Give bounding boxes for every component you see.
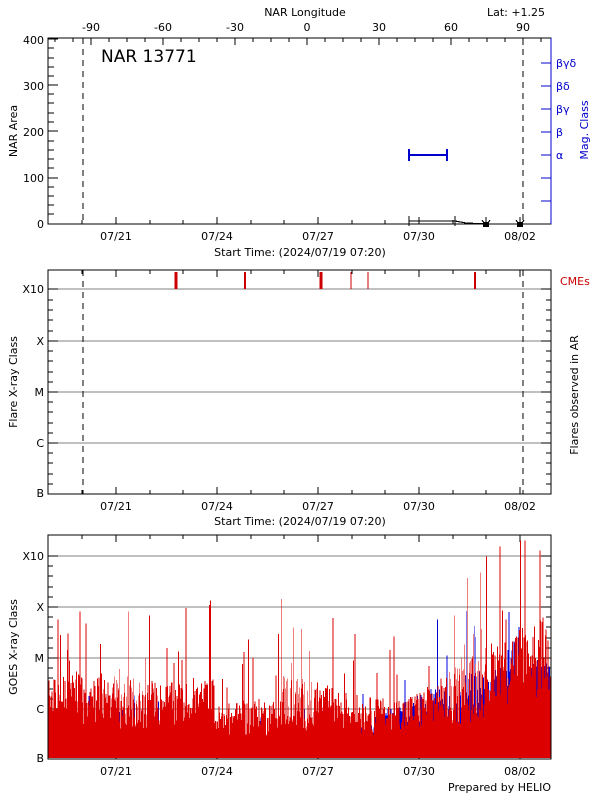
middle-panel-ylabels: X10 X M C B (22, 283, 44, 500)
magclass-axis-title: Mag. Class (578, 100, 591, 159)
top-axis-ticklabels: -90 -60 -30 0 30 60 90 (82, 21, 530, 34)
top-tick--30: -30 (226, 21, 244, 34)
middle-xtick-0724: 07/24 (201, 500, 233, 513)
top-ytick-300: 300 (23, 80, 44, 93)
magclass-tick-betadelta: βδ (556, 80, 570, 93)
middle-panel-right-label: Flares observed in AR (568, 335, 581, 455)
top-tick-0: 0 (304, 21, 311, 34)
middle-xtick-0721: 07/21 (100, 500, 132, 513)
middle-panel-frame (47, 269, 552, 495)
bottom-xtick-0727: 07/27 (302, 765, 334, 778)
middle-ytick-x10: X10 (22, 283, 44, 296)
magclass-tick-betagammadelta: βγδ (556, 57, 577, 70)
top-ytick-100: 100 (23, 172, 44, 185)
middle-ytick-b: B (36, 487, 44, 500)
middle-panel-x-ticks (81, 270, 521, 494)
top-tick-90: 90 (516, 21, 530, 34)
top-panel-left-ticks (48, 38, 58, 225)
magclass-tick-alpha: α (556, 149, 563, 162)
top-tick-30: 30 (372, 21, 386, 34)
bottom-panel-frame (47, 534, 552, 760)
middle-xtick-0730: 07/30 (403, 500, 435, 513)
bottom-panel: X10 X M C B GOES X-ray Class 07/21 07/24… (7, 534, 552, 794)
bottom-panel-ylabel: GOES X-ray Class (7, 599, 20, 695)
bottom-ytick-m: M (35, 652, 45, 665)
top-xtick-0727: 07/27 (302, 230, 334, 243)
bottom-xtick-0802: 08/02 (504, 765, 536, 778)
top-ytick-400: 400 (23, 34, 44, 47)
bottom-ytick-c: C (36, 703, 44, 716)
bottom-xtick-0721: 07/21 (100, 765, 132, 778)
top-panel: NAR Longitude Lat: +1.25 NAR 13771 -90 -… (7, 6, 591, 259)
middle-panel-right-ticks (541, 288, 551, 485)
lat-label: Lat: +1.25 (487, 6, 545, 19)
middle-panel-xlabels: 07/21 07/24 07/27 07/30 08/02 (100, 500, 536, 513)
bottom-panel-ylabels: X10 X M C B (22, 550, 44, 765)
top-panel-right-axis: βγδ βδ βγ β α Mag. Class (541, 38, 591, 224)
middle-panel-left-ticks (48, 288, 58, 495)
nar-area-series (408, 216, 525, 228)
middle-panel-gridlines (48, 288, 551, 444)
mag-class-series (408, 149, 448, 161)
bottom-panel-xlabels: 07/21 07/24 07/27 07/30 08/02 (100, 765, 536, 778)
middle-panel: X10 X M C B Flare X-ray Class CMEs Flare… (7, 269, 590, 528)
bottom-ytick-x: X (36, 601, 44, 614)
middle-ytick-x: X (36, 335, 44, 348)
top-panel-top-ticks (54, 38, 542, 45)
middle-panel-xlabel: Start Time: (2024/07/19 07:20) (214, 515, 386, 528)
top-tick--60: -60 (154, 21, 172, 34)
magclass-tick-beta: β (556, 126, 563, 139)
top-panel-xlabel: Start Time: (2024/07/19 07:20) (214, 246, 386, 259)
magclass-tick-betagamma: βγ (556, 103, 570, 116)
top-xtick-0802: 08/02 (504, 230, 536, 243)
top-xtick-0730: 07/30 (403, 230, 435, 243)
goes-long-channel (48, 540, 551, 758)
bottom-ytick-x10: X10 (22, 550, 44, 563)
bottom-xtick-0730: 07/30 (403, 765, 435, 778)
top-xtick-0724: 07/24 (201, 230, 233, 243)
nar-title: NAR 13771 (101, 47, 197, 67)
top-xtick-0721: 07/21 (100, 230, 132, 243)
bottom-xtick-0724: 07/24 (201, 765, 233, 778)
top-tick--90: -90 (82, 21, 100, 34)
top-ytick-200: 200 (23, 126, 44, 139)
top-tick-60: 60 (444, 21, 458, 34)
prepared-by-credit: Prepared by HELIO (448, 781, 551, 794)
goes-xray-series (48, 540, 551, 758)
cme-markers (174, 272, 476, 289)
cmes-label: CMEs (560, 275, 590, 288)
top-panel-ylabel: NAR Area (7, 105, 20, 157)
bottom-ytick-b: B (36, 752, 44, 765)
middle-ytick-m: M (35, 386, 45, 399)
middle-xtick-0727: 07/27 (302, 500, 334, 513)
middle-xtick-0802: 08/02 (504, 500, 536, 513)
middle-panel-ylabel: Flare X-ray Class (7, 336, 20, 428)
top-panel-xlabels: 07/21 07/24 07/27 07/30 08/02 (100, 230, 536, 243)
top-ytick-0: 0 (37, 218, 44, 231)
top-axis-title: NAR Longitude (264, 6, 346, 19)
top-panel-ylabels: 0 100 200 300 400 (23, 34, 44, 231)
middle-ytick-c: C (36, 437, 44, 450)
